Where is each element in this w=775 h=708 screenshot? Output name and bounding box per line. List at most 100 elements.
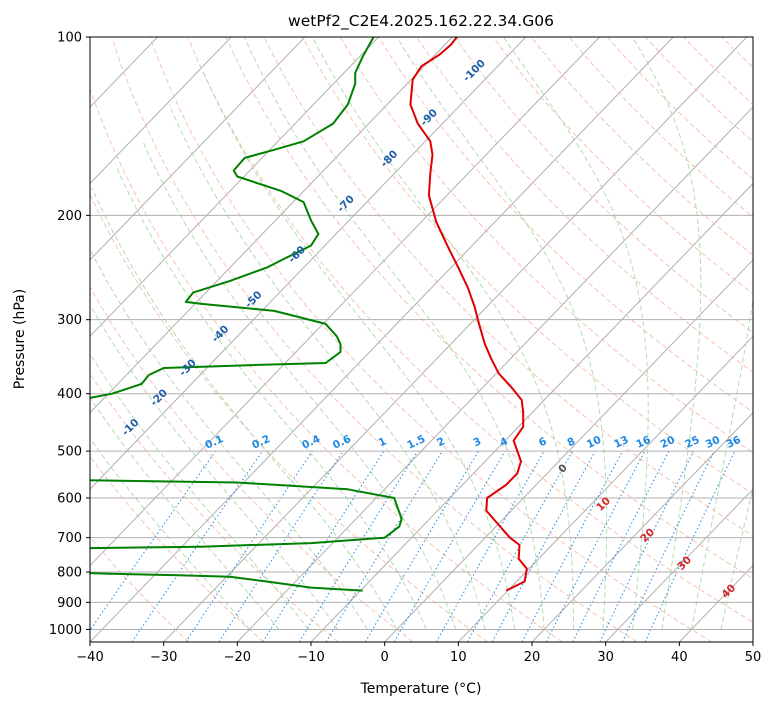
isotherm-line	[531, 412, 753, 642]
x-axis-ticks: −40 −30 −20 −10 0 10 20 30 40 50	[76, 642, 761, 665]
x-axis-label: Temperature (°C)	[360, 681, 482, 697]
dry-adiabat-line	[568, 37, 753, 218]
sounding-profiles	[90, 37, 528, 592]
mixing-ratio-line	[467, 450, 574, 642]
x-tick-label: −30	[150, 650, 177, 665]
mixing-ratio-line	[572, 450, 670, 642]
moist-adiabat-line	[203, 72, 516, 630]
dry-adiabat-line	[90, 372, 339, 642]
moist-adiabat-line	[720, 486, 753, 630]
y-tick-label: 800	[57, 566, 82, 581]
isotherm-line	[752, 641, 753, 642]
moist-adiabat-line	[244, 37, 545, 630]
dry-adiabat-line	[90, 87, 563, 642]
dry-adiabat-label: -20	[148, 387, 170, 409]
dry-adiabat-line	[187, 37, 753, 623]
y-tick-label: 100	[57, 31, 82, 46]
dry-adiabat-line	[339, 37, 753, 454]
moist-adiabat-line	[142, 141, 457, 630]
x-tick-label: 30	[597, 650, 614, 665]
mixing-ratio-line	[364, 450, 480, 642]
mixing-ratio-label: 30	[704, 434, 722, 451]
dry-adiabat-label: -90	[418, 107, 440, 129]
dry-adiabat-line	[111, 37, 638, 642]
isotherm-line	[90, 37, 379, 338]
moist-adiabat-line	[90, 437, 250, 630]
mixing-ratio-line	[521, 450, 624, 642]
dry-adiabat-line	[683, 37, 753, 106]
isotherm-line	[90, 37, 453, 414]
moist-adiabat-line	[690, 296, 753, 630]
moist-adiabat-line	[91, 187, 398, 630]
mixing-ratio-label: 0.4	[300, 433, 322, 452]
pressure-gridlines	[90, 37, 753, 630]
mixing-ratio-label: 20	[659, 434, 677, 451]
dry-adiabat-line	[149, 37, 712, 642]
y-axis-label: Pressure (hPa)	[12, 289, 28, 389]
dry-adiabat-label: -70	[335, 193, 357, 215]
mixing-ratio-line	[491, 450, 596, 642]
y-tick-label: 400	[57, 387, 82, 402]
isotherm-line	[310, 182, 753, 642]
plot-frame	[89, 36, 754, 643]
y-tick-label: 700	[57, 531, 82, 546]
isotherm-line	[90, 37, 527, 490]
background-lines	[0, 37, 775, 642]
mixing-ratio-label: 25	[683, 434, 701, 451]
isotherm-line	[90, 37, 232, 185]
y-tick-label: 900	[57, 596, 82, 611]
x-tick-label: −20	[224, 650, 251, 665]
mixing-ratio-line	[262, 450, 385, 642]
moist-adiabat-line	[115, 165, 427, 630]
dry-adiabat-line	[301, 37, 753, 495]
mixing-ratio-label: 10	[585, 434, 603, 451]
mixing-ratio-line	[325, 450, 443, 642]
isotherm-line	[384, 259, 753, 642]
mixing-ratio-line	[298, 450, 419, 642]
moist-adiabat-label: 0	[556, 462, 570, 476]
mixing-ratio-label: 1	[377, 435, 389, 449]
y-tick-label: 600	[57, 492, 82, 507]
moist-adiabat-line	[502, 37, 649, 630]
y-axis-ticks: 100 200 300 400 500 600 700 800 900 1000	[49, 31, 90, 638]
x-tick-label: 40	[671, 650, 688, 665]
dry-adiabat-line	[416, 37, 753, 373]
x-tick-label: 50	[745, 650, 762, 665]
dry-adiabat-line	[90, 286, 414, 642]
dewpoint-profile-line	[90, 37, 403, 592]
mixing-ratio-line	[644, 450, 736, 642]
y-tick-label: 300	[57, 313, 82, 328]
mixing-ratio-line	[131, 450, 263, 642]
mixing-ratio-line	[185, 450, 313, 642]
moist-adiabat-line	[90, 304, 339, 630]
x-tick-label: −40	[76, 650, 103, 665]
dry-adiabat-line	[225, 37, 753, 580]
mixing-ratio-label: 16	[634, 434, 652, 451]
temperature-profile-line	[409, 37, 528, 592]
dry-adiabat-label: -10	[120, 417, 142, 439]
moist-adiabat-line	[90, 397, 280, 630]
moist-adiabat-label: 30	[675, 554, 694, 573]
mixing-ratio-label: 8	[565, 435, 577, 449]
isotherm-line	[605, 488, 753, 642]
mixing-ratio-line	[90, 450, 217, 632]
isotherm-line	[90, 37, 600, 567]
mixing-ratio-line	[435, 450, 545, 642]
mixing-ratio-label: 2	[435, 435, 447, 449]
isotherm-line	[0, 37, 10, 642]
mixing-ratio-label: 3	[471, 435, 483, 449]
moist-adiabat-line	[90, 248, 368, 630]
dry-adiabat-line	[90, 536, 190, 642]
dry-adiabat-label: -30	[177, 357, 199, 379]
dry-adiabat-line	[721, 37, 753, 68]
dry-adiabat-line	[760, 37, 775, 642]
mixing-ratio-label: 36	[724, 434, 742, 451]
x-tick-label: 20	[524, 650, 541, 665]
mixing-ratio-label: 13	[612, 434, 630, 451]
x-tick-label: 0	[381, 650, 389, 665]
y-tick-label: 1000	[49, 623, 82, 638]
mixing-ratio-label: 6	[537, 435, 549, 449]
dry-adiabat-label: -40	[210, 323, 232, 345]
dry-adiabat-line	[263, 37, 753, 537]
y-tick-label: 500	[57, 445, 82, 460]
